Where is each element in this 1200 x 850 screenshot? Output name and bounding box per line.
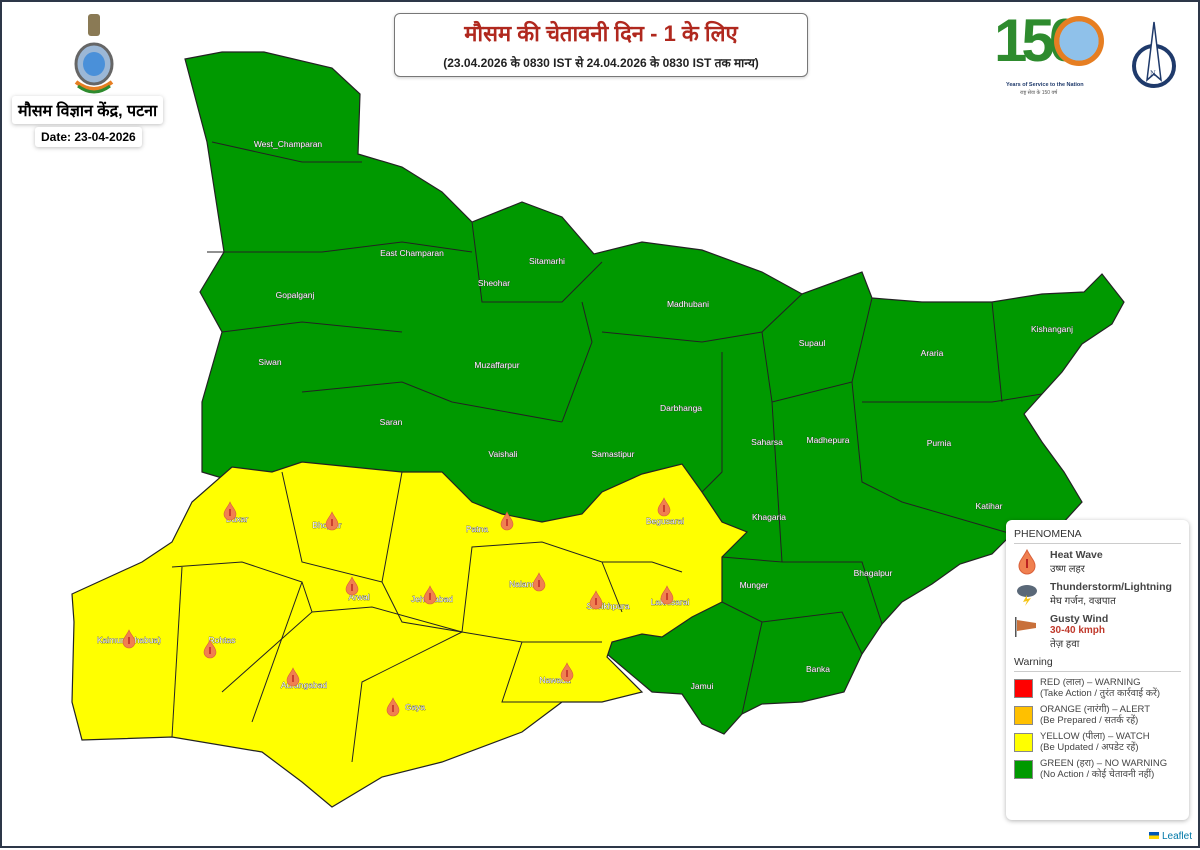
heat-wave-marker-icon[interactable]	[532, 572, 546, 592]
legend-heat-wave: Heat Wave उष्ण लहर	[1014, 549, 1181, 575]
heat-wave-marker-icon[interactable]	[500, 511, 514, 531]
heat-wave-marker-icon[interactable]	[589, 590, 603, 610]
issue-date: Date: 23-04-2026	[35, 127, 142, 147]
heat-wave-marker-icon[interactable]	[345, 576, 359, 596]
district-label: Jamui	[691, 681, 714, 691]
district-label: Aurangabad	[281, 680, 328, 690]
district-label: Gaya	[405, 702, 426, 712]
heat-wave-markers	[122, 497, 674, 717]
district-labels: West_Champaran East Champaran Sheohar Sitam…	[97, 139, 1074, 713]
warning-swatch	[1014, 759, 1033, 779]
warning-swatch	[1014, 705, 1033, 725]
legend-warning-0: RED (लाल) – WARNING (Take Action / तुरंत …	[1014, 677, 1181, 699]
heat-wave-marker-icon[interactable]	[386, 697, 400, 717]
thunderstorm-icon	[1017, 585, 1037, 606]
district-label: Sitamarhi	[529, 256, 565, 266]
heat-wave-marker-icon[interactable]	[423, 585, 437, 605]
district-label: Buxar	[226, 514, 248, 524]
district-label: Rohtas	[209, 635, 236, 645]
district-label: Saharsa	[751, 437, 783, 447]
heat-wave-marker-icon[interactable]	[657, 497, 671, 517]
district-label: Supaul	[799, 338, 826, 348]
district-label: Bhagalpur	[854, 568, 893, 578]
svg-text:N: N	[1150, 69, 1156, 78]
green-zone	[184, 51, 1125, 735]
phenomena-heading: PHENOMENA	[1014, 528, 1181, 544]
yellow-zone	[71, 461, 749, 808]
district-label: Begusarai	[646, 516, 684, 526]
imd-150-logo: 150 Years of Service to the Nation राष्ट…	[992, 7, 1112, 98]
heat-wave-marker-icon[interactable]	[223, 501, 237, 521]
legend-thunderstorm: Thunderstorm/Lightning मेघ गर्जन, वज्रपात	[1014, 581, 1181, 607]
north-arrow-compass: N	[1132, 21, 1176, 88]
district-label: Sheikhpura	[586, 601, 629, 611]
district-label: Arwal	[348, 592, 369, 602]
district-label: Khagaria	[752, 512, 786, 522]
district-label: Kishanganj	[1031, 324, 1073, 334]
district-label: Darbhanga	[660, 403, 702, 413]
district-label: Madhubani	[667, 299, 709, 309]
warning-heading: Warning	[1014, 656, 1181, 672]
heat-wave-marker-icon[interactable]	[660, 585, 674, 605]
district-label: West_Champaran	[254, 139, 323, 149]
district-label: Madhepura	[806, 435, 849, 445]
district-label: Samastipur	[592, 449, 635, 459]
heat-wave-marker-icon[interactable]	[286, 667, 300, 687]
district-label: Nawada	[539, 675, 570, 685]
organization-name: मौसम विज्ञान केंद्र, पटना	[12, 96, 164, 124]
district-label: Purnia	[927, 438, 952, 448]
leaflet-attribution[interactable]: Leaflet	[1148, 831, 1192, 842]
district-label: Sheohar	[478, 278, 510, 288]
district-label: Nalanda	[509, 579, 541, 589]
page-title: मौसम की चेतावनी दिन - 1 के लिए	[464, 21, 738, 46]
district-label: Gopalganj	[276, 290, 315, 300]
validity-period: (23.04.2026 के 0830 IST से 24.04.2026 के…	[443, 56, 759, 70]
ukraine-flag-icon	[1148, 832, 1159, 839]
heat-wave-marker-icon[interactable]	[325, 511, 339, 531]
title-box: मौसम की चेतावनी दिन - 1 के लिए (23.04.20…	[394, 13, 808, 77]
district-label: Patna	[466, 524, 488, 534]
district-label: Saran	[380, 417, 403, 427]
heat-wave-marker-icon[interactable]	[560, 662, 574, 682]
legend-warning-2: YELLOW (पीला) – WATCH (Be Updated / अपडेट…	[1014, 731, 1181, 753]
windsock-icon	[1015, 617, 1036, 637]
district-label: Vaishali	[488, 449, 517, 459]
district-label: Banka	[806, 664, 830, 674]
legend-warning-1: ORANGE (नारंगी) – ALERT (Be Prepared / सत…	[1014, 704, 1181, 726]
heat-wave-marker-icon[interactable]	[122, 629, 136, 649]
district-label: Araria	[921, 348, 944, 358]
warning-swatch	[1014, 678, 1033, 698]
warning-swatch	[1014, 732, 1033, 752]
district-label: Siwan	[258, 357, 281, 367]
district-label: Katihar	[976, 501, 1003, 511]
legend-gusty-wind: Gusty Wind 30-40 kmph तेज़ हवा	[1014, 613, 1181, 650]
imd-emblem-logo	[74, 14, 114, 94]
legend-warning-3: GREEN (हरा) – NO WARNING (No Action / कोई…	[1014, 758, 1181, 780]
district-label: Muzaffarpur	[474, 360, 519, 370]
district-label: East Champaran	[380, 248, 444, 258]
district-boundaries	[171, 141, 1043, 763]
district-label: Munger	[740, 580, 769, 590]
heat-wave-marker-icon[interactable]	[203, 639, 217, 659]
map-legend: PHENOMENA Heat Wave उष्ण लहर Thunderstorm…	[1006, 520, 1189, 820]
heat-wave-icon	[1018, 549, 1036, 575]
